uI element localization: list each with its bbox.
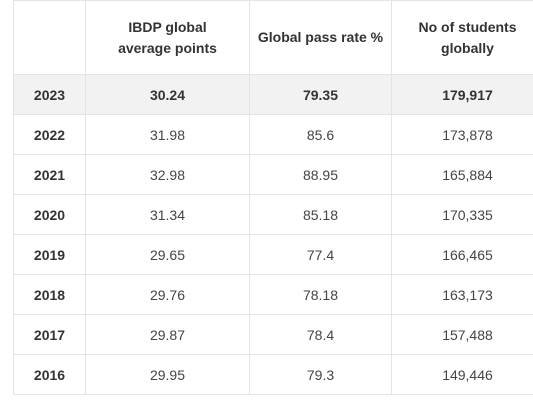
cell-pass-rate: 78.18 <box>249 274 392 315</box>
cell-avg-points: 30.24 <box>85 74 250 115</box>
cell-avg-points: 29.65 <box>85 234 250 275</box>
cell-year: 2021 <box>13 154 86 195</box>
cell-avg-points: 29.87 <box>85 314 250 355</box>
cell-students: 163,173 <box>391 274 533 315</box>
cell-year: 2016 <box>13 354 86 395</box>
table-row: 2016 29.95 79.3 149,446 <box>13 354 533 395</box>
cell-students: 157,488 <box>391 314 533 355</box>
cell-year: 2018 <box>13 274 86 315</box>
ibdp-results-table: IBDP global average points Global pass r… <box>13 0 533 395</box>
header-year <box>13 0 86 75</box>
cell-year: 2023 <box>13 74 86 115</box>
cell-students: 149,446 <box>391 354 533 395</box>
cell-students: 166,465 <box>391 234 533 275</box>
table-row: 2022 31.98 85.6 173,878 <box>13 114 533 155</box>
table-row: 2019 29.65 77.4 166,465 <box>13 234 533 275</box>
cell-avg-points: 31.34 <box>85 194 250 235</box>
header-row: IBDP global average points Global pass r… <box>13 0 533 75</box>
cell-pass-rate: 85.6 <box>249 114 392 155</box>
cell-pass-rate: 79.35 <box>249 74 392 115</box>
table-header: IBDP global average points Global pass r… <box>13 0 533 75</box>
header-avg-points: IBDP global average points <box>85 0 250 75</box>
header-students: No of students globally <box>391 0 533 75</box>
table-row: 2017 29.87 78.4 157,488 <box>13 314 533 355</box>
table-row: 2018 29.76 78.18 163,173 <box>13 274 533 315</box>
cell-students: 173,878 <box>391 114 533 155</box>
table-row: 2023 30.24 79.35 179,917 <box>13 74 533 115</box>
cell-year: 2022 <box>13 114 86 155</box>
cell-students: 179,917 <box>391 74 533 115</box>
cell-avg-points: 31.98 <box>85 114 250 155</box>
table-row: 2020 31.34 85.18 170,335 <box>13 194 533 235</box>
cell-avg-points: 29.95 <box>85 354 250 395</box>
cell-avg-points: 29.76 <box>85 274 250 315</box>
cell-pass-rate: 77.4 <box>249 234 392 275</box>
cell-year: 2017 <box>13 314 86 355</box>
cell-pass-rate: 88.95 <box>249 154 392 195</box>
cell-year: 2020 <box>13 194 86 235</box>
cell-pass-rate: 78.4 <box>249 314 392 355</box>
cell-avg-points: 32.98 <box>85 154 250 195</box>
cell-year: 2019 <box>13 234 86 275</box>
cell-students: 170,335 <box>391 194 533 235</box>
cell-pass-rate: 85.18 <box>249 194 392 235</box>
table-row: 2021 32.98 88.95 165,884 <box>13 154 533 195</box>
cell-pass-rate: 79.3 <box>249 354 392 395</box>
table-body: 2023 30.24 79.35 179,917 2022 31.98 85.6… <box>13 74 533 395</box>
header-pass-rate: Global pass rate % <box>249 0 392 75</box>
cell-students: 165,884 <box>391 154 533 195</box>
